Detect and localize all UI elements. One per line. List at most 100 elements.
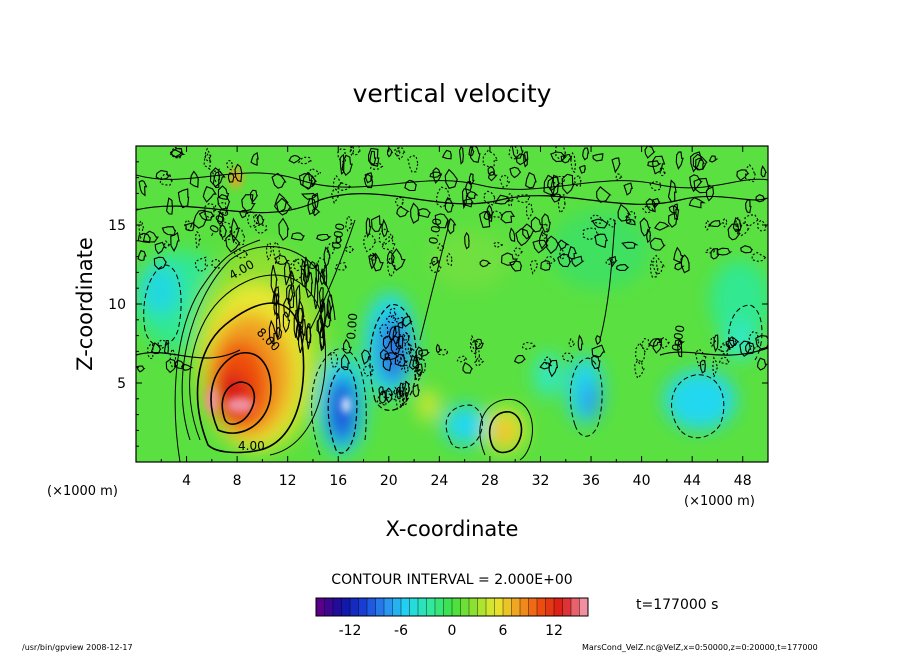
turbulence-contour <box>649 260 659 278</box>
turbulence-contour <box>596 186 612 203</box>
turbulence-contour <box>319 327 325 352</box>
turbulence-contour <box>571 255 585 268</box>
turbulence-contour <box>688 197 706 209</box>
turbulence-contour <box>417 208 431 219</box>
turbulence-contour <box>458 146 464 165</box>
colorbar-swatch <box>367 598 376 616</box>
turbulence-contour <box>722 218 728 228</box>
turbulence-contour <box>250 152 259 166</box>
turbulence-contour <box>297 325 305 354</box>
x-tick-label: 4 <box>182 473 191 489</box>
turbulence-contour <box>717 344 731 352</box>
turbulence-contour <box>462 362 474 374</box>
turbulence-contour <box>634 359 646 379</box>
turbulence-contour <box>382 357 393 372</box>
footer-left: /usr/bin/gpview 2008-12-17 <box>22 643 133 652</box>
turbulence-contour <box>404 340 412 356</box>
turbulence-contour <box>203 152 212 171</box>
turbulence-contour <box>744 214 760 228</box>
turbulence-contour <box>300 319 307 337</box>
turbulence-contour <box>389 307 397 320</box>
turbulence-contour <box>363 173 374 189</box>
turbulence-contour <box>379 323 389 340</box>
x-tick-label: 32 <box>532 473 550 489</box>
turbulence-contour <box>278 217 290 241</box>
x-tick-label: 36 <box>582 473 600 489</box>
turbulence-contour <box>645 198 657 213</box>
turbulence-contour <box>544 356 552 366</box>
colorbar-swatch <box>350 598 359 616</box>
turbulence-contour <box>166 197 174 215</box>
turbulence-contour <box>710 336 717 348</box>
turbulence-contour <box>712 356 718 378</box>
turbulence-contour <box>326 241 336 256</box>
turbulence-contour <box>301 192 318 200</box>
turbulence-contour <box>394 196 404 208</box>
turbulence-contour <box>396 206 410 218</box>
turbulence-contour <box>253 224 268 235</box>
turbulence-contour <box>391 248 406 271</box>
turbulence-contour <box>710 248 721 260</box>
turbulence-contour <box>745 342 755 355</box>
turbulence-contour <box>323 246 331 268</box>
turbulence-contour <box>674 339 686 347</box>
turbulence-contour <box>431 256 440 267</box>
turbulence-contour <box>337 182 352 191</box>
colorbar-swatch <box>341 598 351 616</box>
turbulence-contour <box>674 262 685 271</box>
turbulence-contour <box>161 226 177 236</box>
turbulence-contour <box>150 342 162 355</box>
turbulence-contour <box>231 217 240 244</box>
colorbar-swatch <box>418 598 427 616</box>
turbulence-contour <box>211 258 221 269</box>
turbulence-contour <box>232 226 246 246</box>
turbulence-contour <box>306 323 312 350</box>
turbulence-contour <box>573 175 582 187</box>
turbulence-contour <box>154 241 166 255</box>
turbulence-contour <box>473 357 485 367</box>
turbulence-contour <box>690 151 703 173</box>
turbulence-contour <box>298 173 313 190</box>
turbulence-contour <box>321 265 328 287</box>
turbulence-contour <box>755 194 768 203</box>
turbulence-contour <box>567 246 577 260</box>
turbulence-contour <box>361 349 372 365</box>
turbulence-contour <box>513 354 526 364</box>
turbulence-contour <box>273 291 278 316</box>
colorbar-swatch <box>545 598 555 616</box>
turbulence-contour <box>673 246 684 264</box>
turbulence-contour <box>363 231 378 253</box>
turbulence-contour <box>672 203 680 220</box>
turbulence-contour <box>170 231 180 252</box>
colorbar-swatch <box>452 598 461 616</box>
turbulence-contour <box>444 168 458 189</box>
turbulence-contour <box>461 188 468 210</box>
turbulence-contour <box>274 192 289 213</box>
turbulence-contour <box>415 346 424 361</box>
turbulence-contour <box>367 147 380 167</box>
turbulence-contour <box>557 194 566 214</box>
turbulence-contour <box>540 260 552 271</box>
turbulence-contour <box>211 168 223 183</box>
turbulence-contour <box>290 257 305 282</box>
x-tick-label: 24 <box>430 473 448 489</box>
turbulence-contour <box>744 163 756 183</box>
colorbar-swatch <box>579 598 589 616</box>
turbulence-contour <box>319 323 326 349</box>
turbulence-contour <box>204 147 212 163</box>
turbulence-contour <box>345 245 355 253</box>
turbulence-contour <box>418 349 430 357</box>
turbulence-contour <box>287 284 296 309</box>
turbulence-contour <box>388 326 398 342</box>
turbulence-contour <box>297 298 305 333</box>
x-axis: 4 8 12 16 20 24 28 32 36 40 44 48 <box>160 146 752 489</box>
turbulence-contour <box>137 250 147 262</box>
colorbar-frame <box>315 597 589 617</box>
turbulence-contour <box>611 157 621 174</box>
turbulence-contour <box>381 389 392 399</box>
turbulence-contour <box>582 227 600 241</box>
turbulence-contour <box>640 337 651 350</box>
turbulence-contour <box>470 340 483 351</box>
turbulence-contour <box>305 272 314 299</box>
turbulence-contour <box>194 256 209 273</box>
